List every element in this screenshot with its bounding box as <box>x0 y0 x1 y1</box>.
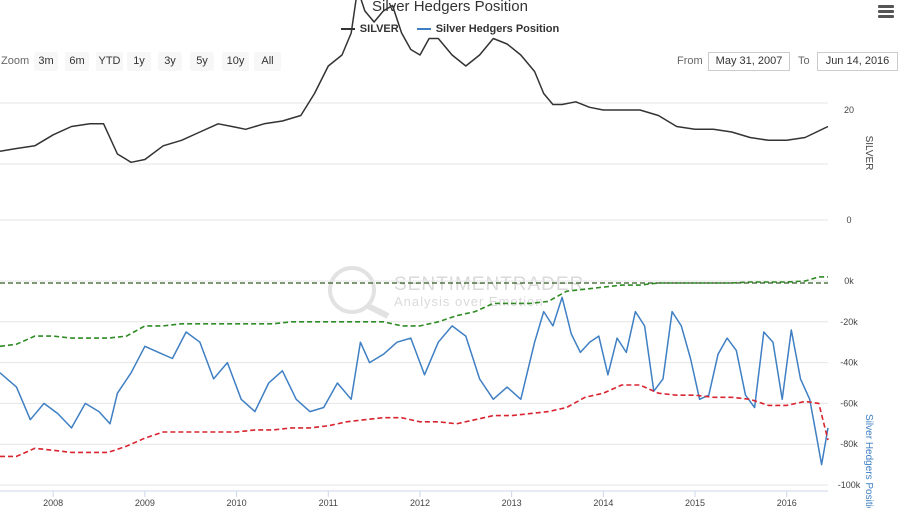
x-tick-2010: 2010 <box>227 498 247 508</box>
hedgers-y-tick-2: -40k <box>840 358 858 368</box>
price-y-tick-1: 20 <box>844 105 854 115</box>
grid-layer <box>0 102 828 486</box>
x-tick-2013: 2013 <box>502 498 522 508</box>
zoom-button-10y[interactable]: 10y <box>222 52 249 71</box>
series-upper-band <box>0 276 828 348</box>
zoom-button-6m[interactable]: 6m <box>65 52 89 71</box>
zoom-button-all[interactable]: All <box>254 52 281 71</box>
legend-item-silver[interactable]: SILVER <box>340 23 399 35</box>
legend-label-hedgers: Silver Hedgers Position <box>435 23 560 35</box>
zoom-button-ytd[interactable]: YTD <box>96 52 123 71</box>
legend-item-hedgers[interactable]: Silver Hedgers Position <box>416 23 560 35</box>
hedgers-axis-title: Silver Hedgers Position <box>863 414 874 508</box>
legend-swatch-hedgers <box>416 28 431 30</box>
x-tick-2009: 2009 <box>135 498 155 508</box>
zoom-button-3m[interactable]: 3m <box>34 52 58 71</box>
price-axis-title: SILVER <box>863 136 874 171</box>
watermark: SENTIMENTRADER Analysis over Emotion <box>328 266 584 319</box>
hedgers-y-tick-5: -100k <box>838 480 861 490</box>
hedgers-y-tick-0: 0k <box>844 276 854 286</box>
hedgers-y-tick-1: -20k <box>840 317 858 327</box>
x-tick-2015: 2015 <box>685 498 705 508</box>
zoom-button-1y[interactable]: 1y <box>127 52 151 71</box>
from-label: From <box>677 55 703 67</box>
series-layer <box>0 0 829 466</box>
watermark-magnifier-handle <box>366 303 390 319</box>
legend-swatch-silver <box>340 28 355 30</box>
from-date-input[interactable]: May 31, 2007 <box>708 52 790 71</box>
to-date-input[interactable]: Jun 14, 2016 <box>817 52 898 71</box>
series-silver <box>0 0 829 164</box>
legend-label-silver: SILVER <box>359 23 399 35</box>
series-lower-band <box>0 384 829 458</box>
x-tick-2016: 2016 <box>777 498 797 508</box>
price-y-tick-0: 0 <box>846 215 851 225</box>
zoom-label: Zoom <box>1 55 30 67</box>
axis-layer: 0 20 SILVER 0k -20k -40k -60k -80k -100k Silver H… <box>0 105 874 508</box>
zoom-button-5y[interactable]: 5y <box>190 52 214 71</box>
x-tick-2012: 2012 <box>410 498 430 508</box>
to-label: To <box>798 55 810 67</box>
x-tick-2008: 2008 <box>43 498 63 508</box>
hedgers-y-tick-3: -60k <box>840 398 858 408</box>
chart-title: Silver Hedgers Position <box>372 0 528 15</box>
hamburger-menu-icon[interactable] <box>878 5 894 19</box>
watermark-title: SENTIMENTRADER <box>394 274 584 295</box>
legend: SILVER Silver Hedgers Position <box>0 23 900 35</box>
watermark-subtitle: Analysis over Emotion <box>394 294 544 309</box>
x-tick-2011: 2011 <box>319 498 338 508</box>
series-silver-hedgers-position <box>0 296 829 466</box>
hedgers-y-tick-4: -80k <box>840 439 858 449</box>
x-tick-2014: 2014 <box>593 498 613 508</box>
zoom-button-3y[interactable]: 3y <box>158 52 182 71</box>
watermark-magnifier-icon <box>328 266 376 314</box>
